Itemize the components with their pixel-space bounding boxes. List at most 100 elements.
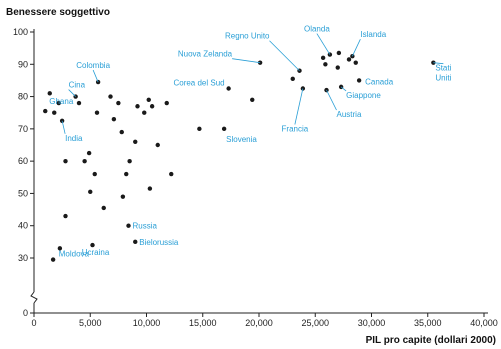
point-label: Regno Unito [225,32,270,41]
y-tick-label: 100 [13,27,28,37]
y-tick-label: 50 [18,188,28,198]
data-point [86,150,92,156]
point-label: Stati Uniti [435,64,451,83]
leader-line [340,86,347,92]
point-label: Austria [337,110,362,119]
x-tick-label: 10,000 [133,318,161,328]
data-point [52,110,57,115]
x-axis-title: PIL pro capite (dollari 2000) [366,335,496,346]
point-label: Corea del Sud [173,79,224,88]
leader-lines [61,33,444,134]
data-point [108,94,113,99]
data-point [164,100,169,106]
x-tick-label: 20,000 [245,318,273,328]
data-point [335,65,340,70]
data-point [226,86,231,91]
x-tick-label: 35,000 [414,318,442,328]
data-point [82,158,87,164]
point-label: Ucraina [82,248,110,257]
data-point [124,171,129,177]
point-label: Giappone [346,91,381,100]
axes: 0 30 40 50 60 70 80 90 100 0 5,000 10,000 15,000 20,0… [13,27,498,328]
point-label: Islanda [360,30,386,39]
data-point [323,62,328,67]
leader-line [352,39,361,57]
data-point [94,110,100,115]
data-point [146,97,151,103]
data-point [88,189,93,195]
data-point [76,100,82,106]
data-point [126,223,131,228]
data-point [336,50,342,56]
point-label: Moldova [59,249,90,258]
data-point [101,205,106,211]
data-point [356,78,362,83]
point-label: India [65,134,83,143]
data-point [90,242,95,248]
data-point [133,239,138,245]
point-label: Slovenia [226,135,257,144]
x-tick-label: 40,000 [470,318,498,328]
y-axis-title: Benessere soggettivo [6,7,110,18]
x-tick-label: 30,000 [358,318,386,328]
y-tick-label: 30 [18,253,28,263]
data-point [127,158,132,164]
y-tick-label: 90 [18,59,28,69]
point-label: Russia [133,222,158,231]
data-point [47,91,52,96]
x-tick-label: 15,000 [189,318,217,328]
y-tick-label: 40 [18,221,28,231]
leader-line [326,89,337,111]
data-point [169,171,174,177]
data-point [221,126,227,132]
data-point [111,116,117,122]
data-point [155,142,160,148]
data-point [119,129,124,135]
x-tick-label: 5,000 [79,318,102,328]
leader-line [316,33,331,55]
y-tick-label: 60 [18,156,28,166]
point-label: Ghana [49,97,74,106]
point-label: Bielorussia [139,238,179,247]
data-point [250,97,255,103]
data-point [50,257,56,262]
data-point [95,79,101,85]
data-point [149,104,155,109]
leader-line [294,88,304,125]
data-point [43,108,48,114]
point-label: Canada [365,77,394,86]
data-point [56,100,61,106]
data-point [197,126,202,132]
data-point [116,100,121,106]
leader-line [92,69,99,83]
leader-line [232,58,261,64]
data-point [290,76,295,82]
x-tick-label: 25,000 [301,318,329,328]
point-labels: Ghana India Moldova Cina Ucraina Colombia Russ… [49,25,451,259]
point-label: Nuova Zelanda [178,50,233,59]
data-point [92,171,97,177]
data-point [57,246,63,251]
leader-line [433,62,444,65]
data-point [346,57,352,62]
y-axis-break [30,291,38,304]
point-label: Cina [69,81,86,90]
data-point [120,194,126,199]
leader-line [68,89,76,97]
data-point [135,104,140,109]
point-label: Olanda [304,25,330,34]
leader-line [269,40,300,72]
point-label: Francia [282,125,309,134]
x-tick-label: 0 [31,318,36,328]
data-point [133,139,138,144]
data-point [63,158,68,164]
y-tick-label: 80 [18,92,28,102]
y-tick-label: 70 [18,124,28,134]
point-label: Colombia [76,61,110,70]
data-point [320,55,326,61]
data-point [142,110,147,115]
data-point [353,60,358,65]
data-point [147,186,153,191]
data-point [63,213,68,219]
